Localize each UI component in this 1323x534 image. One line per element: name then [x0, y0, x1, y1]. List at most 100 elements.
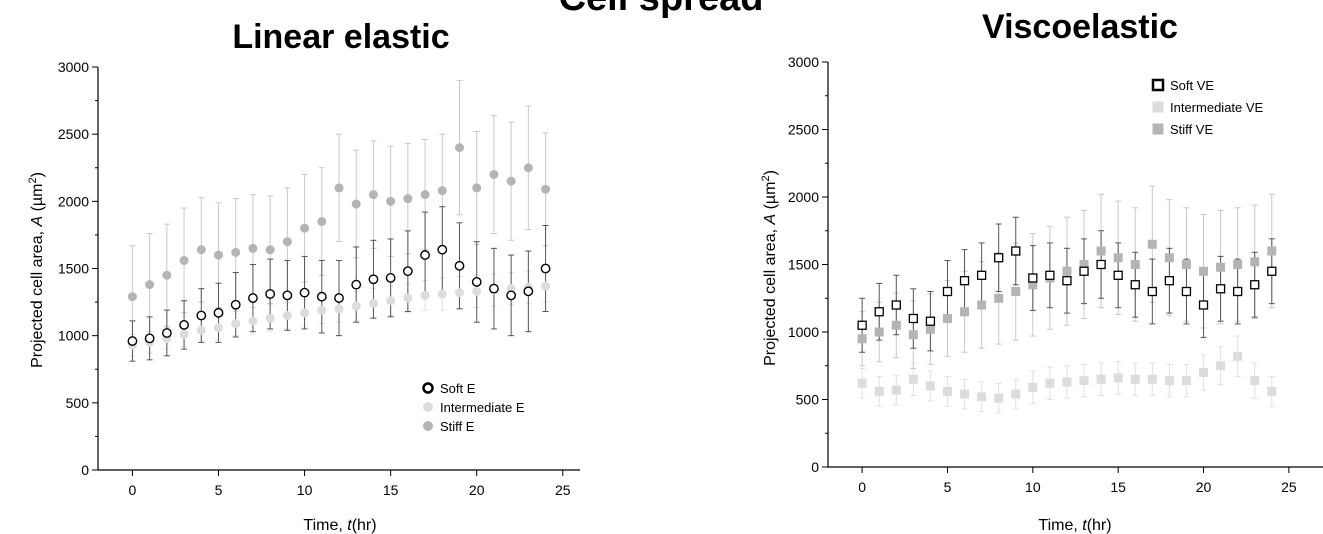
data-point-intermediate	[403, 293, 413, 303]
data-point-intermediate	[437, 289, 447, 299]
y-tick-label: 2000	[58, 193, 89, 209]
data-point-intermediate	[1130, 374, 1140, 384]
data-point-stiff	[1062, 266, 1072, 276]
y-tick-label: 1000	[58, 328, 89, 344]
data-point-soft	[1233, 286, 1243, 297]
data-point-intermediate	[1233, 351, 1243, 361]
y-axis-label: Projected cell area, A (µm2)	[760, 170, 779, 366]
data-point-intermediate	[334, 304, 344, 314]
x-tick-label: 5	[215, 482, 223, 498]
data-point-intermediate	[196, 325, 206, 335]
data-point-stiff	[1181, 260, 1191, 269]
data-point-intermediate	[1011, 389, 1021, 399]
x-tick-label: 10	[297, 482, 313, 498]
chart-title: Viscoelastic	[982, 8, 1178, 46]
legend-marker-stiff	[423, 421, 433, 431]
data-point-soft	[1096, 259, 1106, 270]
error-bars	[129, 79, 549, 362]
data-point-intermediate	[908, 374, 918, 384]
data-point-soft	[1028, 273, 1038, 283]
data-point-stiff	[506, 176, 516, 186]
data-point-stiff	[248, 243, 258, 253]
data-point-stiff	[874, 327, 884, 337]
data-point-stiff	[317, 216, 327, 226]
data-point-soft	[942, 286, 953, 297]
data-point-intermediate	[977, 392, 987, 402]
data-point-soft	[1113, 270, 1123, 280]
data-point-intermediate	[506, 284, 516, 294]
chart-panel-viscoelastic: Viscoelastic 0 500 1000 1500 2000 2500 3000 0 5 1…	[760, 8, 1323, 534]
data-point-stiff	[437, 186, 447, 196]
data-point-stiff	[1250, 257, 1260, 267]
data-point-soft	[368, 274, 379, 285]
data-point-intermediate	[960, 389, 970, 399]
data-point-soft	[265, 289, 276, 299]
data-point-soft	[230, 299, 241, 310]
data-point-soft	[1215, 284, 1226, 294]
data-point-intermediate	[994, 393, 1004, 403]
x-tick-label: 25	[555, 482, 571, 498]
data-point-stiff	[1216, 262, 1226, 272]
data-point-soft	[908, 313, 918, 324]
legend-label: Soft VE	[1170, 78, 1214, 93]
data-point-soft	[994, 253, 1004, 263]
data-point-soft	[1198, 300, 1209, 310]
data-point-soft	[1011, 246, 1021, 256]
data-point-intermediate	[891, 385, 901, 395]
data-point-soft	[1250, 280, 1260, 290]
y-tick-label: 1000	[788, 324, 819, 340]
data-point-soft	[857, 320, 867, 330]
data-point-stiff	[1233, 260, 1243, 269]
data-point-stiff	[282, 237, 292, 247]
y-tick-label: 500	[796, 392, 820, 408]
x-axis-label: Time, t(hr)	[1038, 517, 1111, 534]
data-point-stiff	[265, 245, 275, 255]
data-point-stiff	[334, 183, 344, 193]
data-point-intermediate	[1250, 376, 1260, 386]
data-point-stiff	[1164, 253, 1174, 263]
data-point-intermediate	[1267, 386, 1277, 396]
legend: Soft VE Intermediate VE Stiff VE	[1151, 78, 1264, 137]
x-tick-label: 15	[1110, 479, 1126, 495]
data-point-stiff	[489, 169, 499, 179]
data-point-stiff	[960, 307, 970, 317]
data-point-soft	[299, 287, 310, 298]
y-tick-label: 1500	[788, 257, 819, 273]
data-point-soft	[523, 286, 534, 297]
x-tick-label: 25	[1281, 479, 1297, 495]
data-point-stiff	[455, 143, 464, 153]
data-point-intermediate	[265, 313, 275, 323]
data-point-stiff	[1147, 239, 1157, 249]
legend-label: Stiff VE	[1170, 122, 1213, 137]
data-point-stiff	[300, 223, 310, 233]
data-point-intermediate	[541, 281, 551, 291]
legend-label: Stiff E	[440, 419, 475, 434]
data-point-soft	[1045, 270, 1055, 280]
data-point-intermediate	[472, 286, 482, 296]
data-point-soft	[1164, 276, 1175, 286]
x-tick-label: 5	[944, 479, 952, 495]
figure-title: Cell spread	[559, 0, 764, 19]
data-point-stiff	[1028, 280, 1038, 290]
data-point-intermediate	[1113, 373, 1123, 383]
legend-marker-stiff	[1152, 123, 1164, 135]
data-point-intermediate	[300, 308, 310, 318]
data-point-stiff	[368, 190, 378, 200]
data-point-stiff	[231, 247, 241, 257]
data-point-intermediate	[1079, 376, 1089, 386]
data-point-stiff	[1113, 253, 1123, 263]
x-axis-label: Time, t(hr)	[303, 517, 376, 534]
data-point-soft	[144, 333, 155, 344]
data-point-soft	[161, 328, 172, 338]
y-tick-label: 2500	[788, 122, 819, 138]
data-point-stiff	[541, 184, 551, 194]
chart-panel-linear-elastic: Linear elastic 0500100015002000250030000…	[27, 18, 580, 534]
data-point-intermediate	[420, 290, 430, 300]
data-point-soft	[196, 310, 207, 321]
data-point-stiff	[145, 280, 155, 290]
data-point-stiff	[1199, 266, 1209, 276]
data-point-soft	[506, 290, 517, 301]
data-point-intermediate	[248, 316, 258, 326]
data-point-intermediate	[1199, 368, 1209, 377]
data-point-soft	[1147, 286, 1157, 297]
